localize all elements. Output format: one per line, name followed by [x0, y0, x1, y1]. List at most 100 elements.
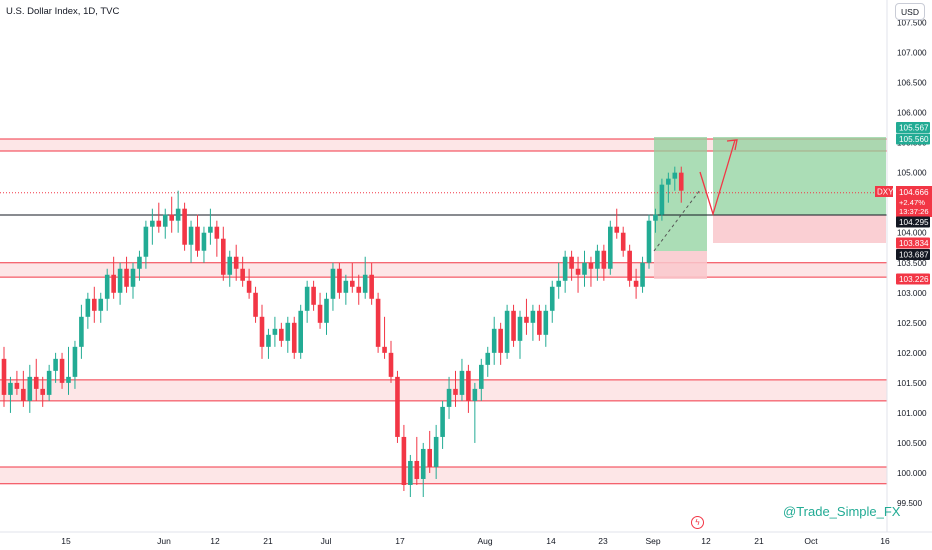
price-tick-2: 100.500	[897, 439, 927, 448]
price-tick-9: 104.000	[897, 229, 927, 238]
candle-body-78	[504, 310, 510, 353]
candle-body-59	[382, 346, 387, 353]
candle-body-91	[588, 262, 594, 269]
candle-11	[72, 340, 78, 389]
candle-body-100	[646, 220, 652, 263]
candle-46	[298, 304, 303, 359]
candle-27	[175, 190, 181, 233]
candle-49	[317, 292, 323, 329]
price-tick-4: 101.500	[897, 379, 927, 388]
candle-31	[201, 226, 207, 263]
candle-63	[408, 454, 413, 497]
candle-body-62	[401, 436, 407, 485]
price-tick-0: 99.500	[897, 499, 922, 508]
currency-button[interactable]: USD	[895, 3, 925, 20]
candle-54	[350, 262, 355, 293]
current-price-bg	[896, 186, 932, 217]
candle-28	[182, 202, 187, 251]
candle-body-93	[601, 250, 607, 269]
lightning-bolt-icon[interactable]: ϟ	[691, 516, 704, 529]
candle-82	[530, 304, 536, 341]
candle-body-77	[498, 328, 503, 353]
candle-body-40	[259, 316, 265, 347]
candle-body-12	[79, 316, 84, 347]
candle-body-20	[130, 268, 136, 287]
candle-73	[472, 382, 478, 443]
label-price-105567-bg	[896, 122, 930, 133]
time-axis[interactable]: 15 Jun 12 21 Jul 17 Aug 14 23 Sep 12 21 Oct 16	[0, 531, 932, 546]
candle-body-41	[266, 334, 271, 347]
candle-body-39	[253, 292, 258, 317]
candle-56	[362, 256, 368, 299]
candle-body-53	[343, 280, 349, 293]
label-price-105560: 105.560	[896, 133, 930, 145]
timer-text: 13:37:26	[899, 207, 929, 216]
candle-body-82	[530, 310, 536, 323]
candle-body-13	[85, 298, 91, 317]
time-tick-12: Oct	[804, 536, 818, 546]
long-position-loss	[654, 251, 707, 279]
candle-body-104	[672, 172, 678, 179]
time-tick-10: 12	[701, 536, 711, 546]
candle-body-80	[517, 316, 523, 341]
candle-83	[537, 304, 542, 341]
candle-body-67	[433, 436, 439, 467]
candle-body-99	[640, 262, 645, 287]
candle-105	[678, 166, 684, 203]
candle-87	[562, 250, 568, 293]
candle-body-84	[543, 310, 549, 335]
candle-body-63	[408, 460, 413, 485]
candle-body-73	[472, 388, 478, 401]
price-tick-15: 107.000	[897, 49, 927, 58]
candle-67	[433, 424, 439, 479]
projected-position-profit	[713, 137, 886, 215]
candle-body-57	[369, 274, 374, 299]
label-support-bg	[896, 216, 930, 228]
candle-body-72	[466, 370, 471, 401]
candle-68	[440, 400, 445, 449]
candle-61	[395, 370, 400, 443]
candle-body-18	[117, 268, 123, 293]
time-tick-5: 17	[395, 536, 405, 546]
price-axis[interactable]: 99.500 100.000 100.500 101.000 101.500 102.00…	[886, 0, 927, 532]
candle-body-11	[72, 346, 78, 377]
candle-41	[266, 328, 271, 359]
candle-48	[311, 280, 316, 311]
label-support: 104.295	[896, 216, 930, 228]
candle-98	[633, 268, 639, 299]
candle-51	[330, 262, 336, 311]
watermark: @Trade_Simple_FX	[783, 504, 901, 519]
candle-body-79	[511, 310, 516, 341]
price-tick-6: 102.500	[897, 319, 927, 328]
candle-body-42	[272, 328, 278, 335]
candle-79	[511, 304, 516, 347]
candle-30	[195, 214, 200, 257]
chart-title: U.S. Dollar Index, 1D, TVC	[6, 6, 120, 17]
candle-45	[291, 316, 297, 359]
candle-101	[653, 208, 658, 233]
time-tick-2: 12	[210, 536, 220, 546]
candle-body-16	[104, 274, 110, 299]
candle-65	[420, 442, 426, 497]
candlesticks	[1, 166, 684, 497]
candle-13	[85, 292, 91, 329]
candle-body-23	[150, 220, 155, 227]
candle-92	[595, 244, 600, 281]
candle-body-48	[311, 286, 316, 305]
candle-100	[646, 214, 652, 269]
candle-99	[640, 256, 645, 293]
candle-body-5	[33, 376, 39, 389]
candle-60	[388, 340, 394, 383]
candle-29	[188, 220, 194, 263]
candle-23	[150, 208, 155, 245]
candle-95	[614, 208, 620, 239]
candle-body-33	[214, 226, 220, 239]
candle-89	[575, 256, 581, 293]
candle-body-98	[633, 280, 639, 287]
candle-body-55	[356, 286, 362, 293]
candle-body-21	[137, 256, 142, 269]
candle-39	[253, 286, 258, 323]
candle-body-47	[304, 286, 310, 311]
candle-body-35	[227, 256, 233, 275]
